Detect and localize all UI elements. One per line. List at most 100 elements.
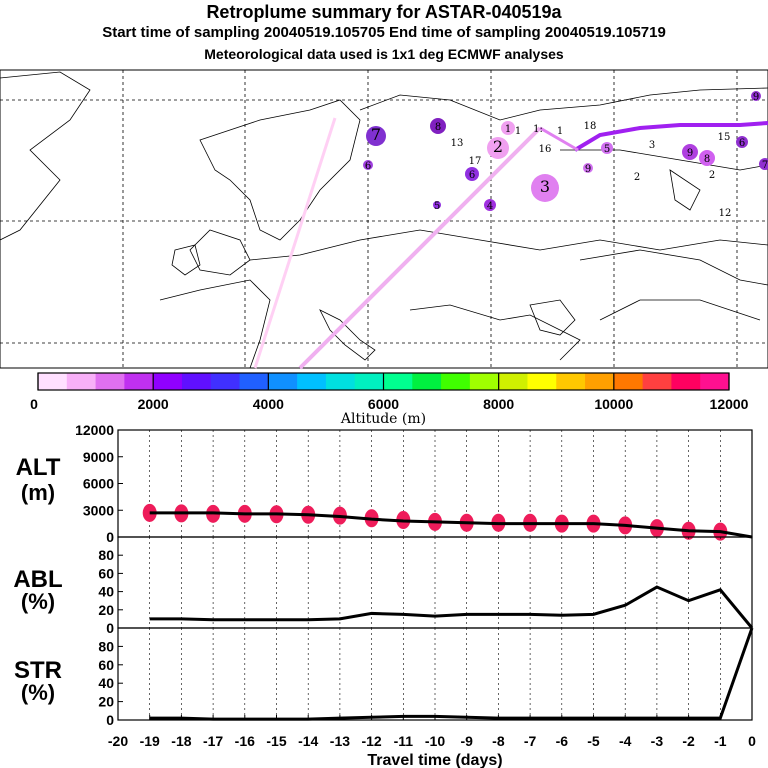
map-day-label: 17 — [469, 156, 482, 167]
panel-label: STR — [14, 657, 62, 684]
map-trajectory-marker — [484, 199, 496, 211]
colorbar-swatch — [268, 373, 298, 390]
x-tick-label: -11 — [394, 733, 414, 749]
map-day-label: 8 — [704, 154, 710, 165]
altitude-colorbar: 0 2000 4000 6000 8000 10000 12000 Altitude (m) — [30, 372, 749, 427]
x-tick-label: -3 — [651, 733, 664, 749]
colorbar-tick-label: 2000 — [138, 396, 169, 412]
chart-title: Retroplume summary for ASTAR-040519a — [206, 2, 562, 22]
x-tick-label: -19 — [140, 733, 160, 749]
map-day-label: 6 — [469, 170, 475, 181]
y-tick-label: 40 — [98, 675, 114, 691]
y-tick-label: 60 — [98, 657, 114, 673]
map-day-label: 12 — [719, 208, 732, 219]
map-day-label: 1: — [533, 124, 543, 135]
colorbar-swatch — [613, 373, 644, 390]
map-trajectory-marker — [583, 163, 593, 173]
x-axis-label: Travel time (days) — [367, 752, 502, 768]
y-tick-label: 80 — [98, 638, 114, 654]
x-tick-label: -15 — [266, 733, 286, 749]
y-tick-label: 0 — [106, 529, 114, 545]
map-day-label: 4 — [487, 201, 493, 212]
x-tick-label: -12 — [361, 733, 381, 749]
series-line — [149, 627, 754, 721]
panel-unit: (%) — [21, 589, 55, 614]
map-trajectory-marker — [465, 167, 479, 181]
colorbar-swatch — [671, 373, 701, 390]
colorbar-swatch — [585, 373, 615, 390]
y-tick-label: 12000 — [75, 422, 114, 438]
map-trajectory-marker — [682, 144, 698, 160]
x-tick-label: -10 — [425, 733, 445, 749]
sampling-times: Start time of sampling 20040519.105705 E… — [102, 24, 666, 41]
colorbar-swatch — [354, 373, 384, 390]
series-line — [149, 511, 753, 539]
colorbar-swatch — [297, 373, 327, 390]
x-tick-label: -1 — [714, 733, 727, 749]
map-day-label: 8 — [435, 122, 441, 133]
chart-panel-str: 0 20 40 60 80 STR(%) — [14, 627, 754, 728]
x-tick-label: -5 — [587, 733, 600, 749]
map-trajectory-marker — [430, 118, 446, 134]
map-day-label: 1 — [557, 126, 563, 137]
colorbar-swatch — [527, 373, 557, 390]
plume-path-3 — [573, 121, 768, 152]
colorbar-swatch — [383, 373, 413, 390]
map-day-label: 6 — [739, 138, 745, 149]
colorbar-tick-label: 0 — [30, 396, 38, 412]
map-day-label: 1 — [515, 126, 521, 137]
x-tick-label: -16 — [235, 733, 255, 749]
plume-path-2 — [298, 126, 542, 370]
chart-panel-alt: 0 3000 6000 9000 12000 ALT(m) — [16, 422, 753, 545]
x-tick-label: -13 — [330, 733, 350, 749]
map-day-label: 18 — [584, 121, 597, 132]
chart-panel-abl: 0 20 40 60 80 ABL(%) — [13, 536, 754, 636]
colorbar-swatch — [700, 373, 730, 390]
map-day-label: 3 — [540, 177, 550, 196]
map-trajectory-marker — [751, 91, 761, 101]
colorbar-swatch — [412, 373, 442, 390]
x-tick-label: -4 — [619, 733, 632, 749]
colorbar-swatch — [441, 373, 471, 390]
map-day-label: 15 — [718, 132, 731, 143]
colorbar-swatch — [181, 373, 212, 390]
x-tick-label: -2 — [682, 733, 695, 749]
colorbar-label: Altitude (m) — [340, 411, 426, 427]
map-day-label: 2 — [709, 170, 715, 181]
map-day-label: 5 — [434, 201, 440, 212]
colorbar-swatch — [239, 373, 269, 390]
x-tick-label: -6 — [556, 733, 569, 749]
map-trajectory-marker — [366, 126, 386, 146]
colorbar-swatch — [556, 373, 586, 390]
colorbar-swatch — [642, 373, 672, 390]
panel-label: ABL — [13, 566, 62, 593]
y-tick-label: 40 — [98, 584, 114, 600]
map-day-label: 5 — [604, 144, 610, 155]
y-tick-label: 6000 — [83, 476, 114, 492]
x-axis: -20 -19 -18 -17 -16 -15 -14 -13 -12 -11 -10 -9 -8 -7-… — [108, 715, 756, 768]
map-trajectory-marker — [601, 142, 613, 154]
colorbar-swatch — [469, 373, 500, 390]
x-tick-label: -20 — [108, 733, 128, 749]
map-day-label: 9 — [585, 164, 591, 175]
panel-unit: (m) — [21, 480, 55, 505]
panel-label: ALT — [16, 454, 61, 481]
map-day-label: 16 — [539, 144, 552, 155]
colorbar-tick-label: 4000 — [253, 396, 284, 412]
map-day-label: 9 — [687, 148, 693, 159]
y-tick-label: 20 — [98, 602, 114, 618]
colorbar-swatch — [153, 373, 183, 390]
colorbar-swatch — [498, 373, 528, 390]
colorbar-tick-label: 8000 — [483, 396, 514, 412]
series-line — [149, 585, 754, 629]
met-data-note: Meteorological data used is 1x1 deg ECMW… — [204, 46, 564, 62]
map-trajectory-marker — [433, 201, 441, 209]
map-day-label: 2 — [634, 172, 640, 183]
x-tick-label: -9 — [460, 733, 473, 749]
colorbar-tick-label: 10000 — [594, 396, 633, 412]
map-trajectory-marker — [363, 160, 373, 170]
colorbar-swatch — [325, 373, 356, 390]
y-tick-label: 20 — [98, 694, 114, 710]
x-tick-label: -8 — [492, 733, 505, 749]
